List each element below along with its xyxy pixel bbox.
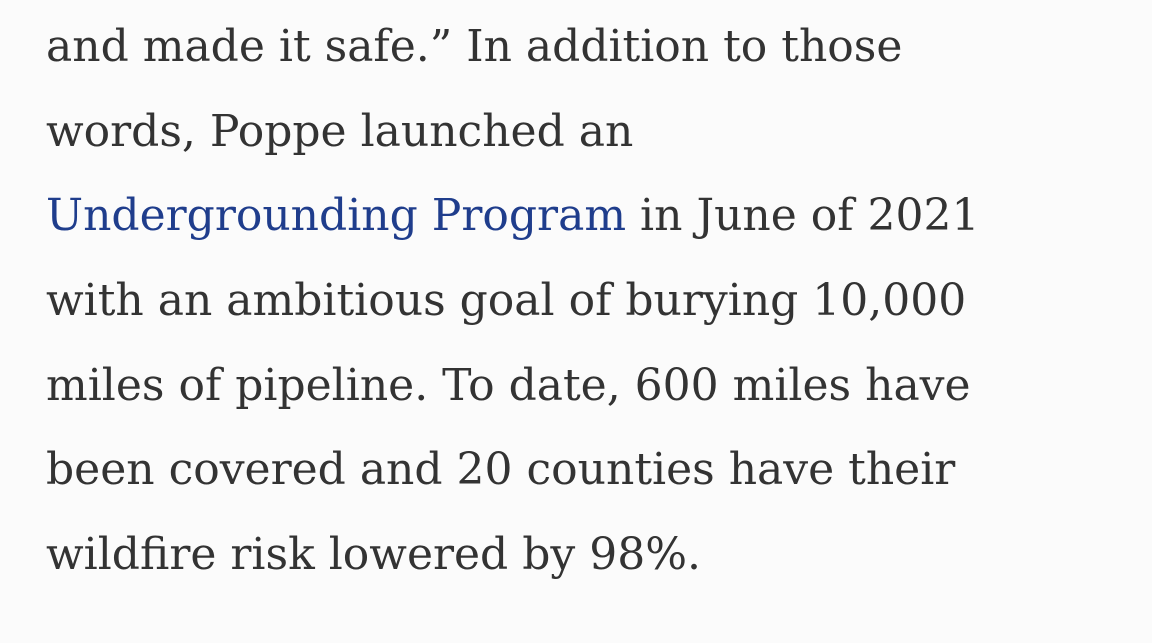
- text-line: wildfire risk lowered by 98%.: [46, 529, 701, 581]
- text-line: been covered and 20 counties have their: [46, 444, 956, 496]
- text-line: words, Poppe launched an: [46, 105, 634, 157]
- text-line: with an ambitious goal of burying 10,000: [46, 275, 967, 327]
- text-segment: in June of 2021: [640, 190, 980, 242]
- text-line: and made it safe.” In addition to those: [46, 21, 903, 72]
- text-line: miles of pipeline. To date, 600 miles ha…: [46, 359, 971, 411]
- article-paragraph: and made it safe.” In addition to those w…: [46, 5, 1136, 598]
- link[interactable]: Undergrounding Program: [46, 190, 627, 242]
- text-line: Undergrounding Program in June of 2021: [46, 174, 1136, 259]
